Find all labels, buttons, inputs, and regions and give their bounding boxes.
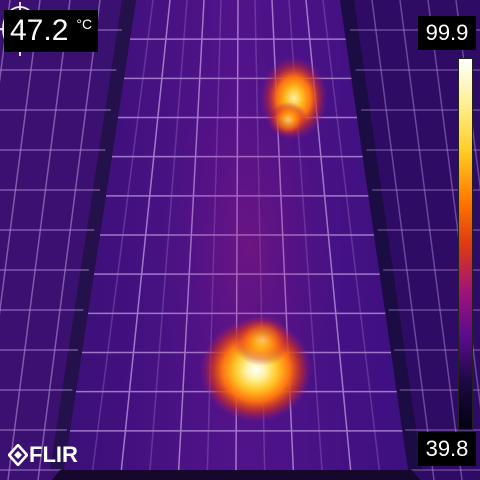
flir-logo-icon [8,444,28,466]
temperature-unit: °C [76,17,92,31]
flir-logo-text: FLIR [29,442,78,468]
flir-logo: FLIR [8,442,78,468]
temperature-color-scale [458,58,473,430]
panel-bottom-frame [52,470,420,480]
scale-min-value: 39.8 [418,432,476,466]
spot-temperature-readout: 47.2 °C [4,10,98,52]
scale-max-value: 99.9 [418,16,476,50]
hot-spot-upper-tail [268,102,308,138]
spot-temperature-value: 47.2 [10,10,68,52]
hot-spot-lower-top [232,314,292,366]
